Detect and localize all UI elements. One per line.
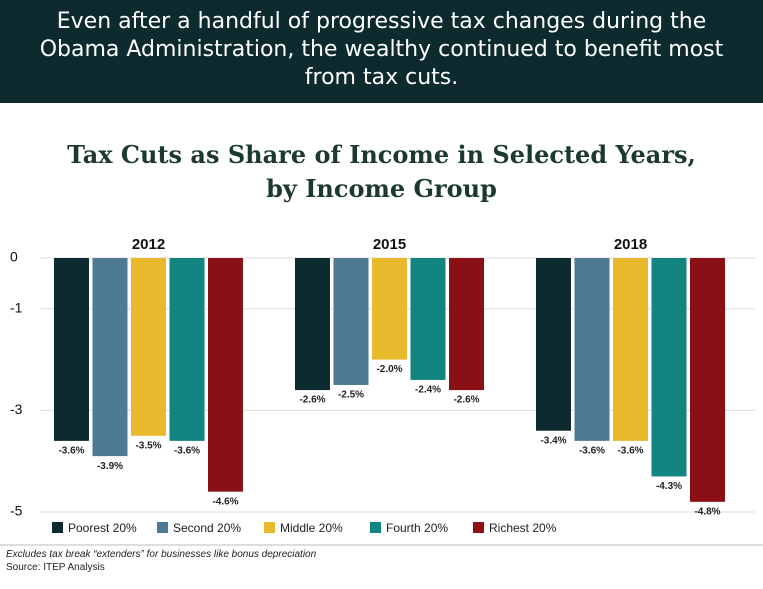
value-label: -3.6%: [579, 446, 605, 457]
value-label: -2.6%: [453, 395, 479, 406]
value-label: -2.5%: [338, 390, 364, 401]
value-label: -3.4%: [540, 435, 566, 446]
bar: [208, 258, 243, 492]
value-label: -2.6%: [299, 395, 325, 406]
legend-label: Middle 20%: [280, 521, 343, 535]
value-label: -4.8%: [694, 506, 720, 517]
legend-label: Poorest 20%: [68, 521, 137, 535]
bar: [410, 258, 446, 380]
bar: [169, 258, 205, 441]
chart-title: Tax Cuts as Share of Income in Selected …: [67, 140, 696, 203]
bar: [613, 258, 648, 441]
category-label: 2012: [132, 236, 165, 253]
y-tick-label: 0: [10, 249, 18, 265]
value-label: -3.6%: [58, 446, 84, 457]
bar: [690, 258, 725, 502]
y-tick-label: -5: [10, 503, 23, 519]
bar: [54, 258, 89, 441]
value-label: -2.0%: [376, 364, 402, 375]
value-label: -4.6%: [212, 496, 238, 507]
legend-label: Fourth 20%: [386, 521, 448, 535]
footnote: Excludes tax break “extenders” for busin…: [6, 549, 317, 560]
value-label: -3.6%: [174, 446, 200, 457]
header-text: Even after a handful of progressive tax …: [39, 9, 724, 90]
y-tick-label: -1: [10, 300, 23, 316]
bar: [92, 258, 128, 457]
bar: [372, 258, 407, 360]
legend-label: Second 20%: [173, 521, 241, 535]
legend-swatch: [473, 522, 484, 533]
value-label: -3.5%: [135, 440, 161, 451]
legend-swatch: [157, 522, 168, 533]
legend-swatch: [370, 522, 381, 533]
legend-swatch: [264, 522, 275, 533]
header-banner: Even after a handful of progressive tax …: [0, 0, 763, 103]
value-label: -3.6%: [617, 446, 643, 457]
bar: [131, 258, 166, 436]
bar: [449, 258, 484, 391]
source: Source: ITEP Analysis: [6, 562, 105, 573]
legend-label: Richest 20%: [489, 521, 557, 535]
category-label: 2015: [373, 236, 406, 253]
bar: [333, 258, 369, 385]
y-tick-label: -3: [10, 401, 23, 417]
category-label: 2018: [614, 236, 647, 253]
bar: [651, 258, 687, 477]
bar: [574, 258, 610, 441]
value-label: -2.4%: [415, 385, 441, 396]
bar: [536, 258, 571, 431]
value-label: -4.3%: [656, 481, 682, 492]
value-label: -3.9%: [97, 461, 123, 472]
legend-swatch: [52, 522, 63, 533]
bar: [295, 258, 330, 391]
